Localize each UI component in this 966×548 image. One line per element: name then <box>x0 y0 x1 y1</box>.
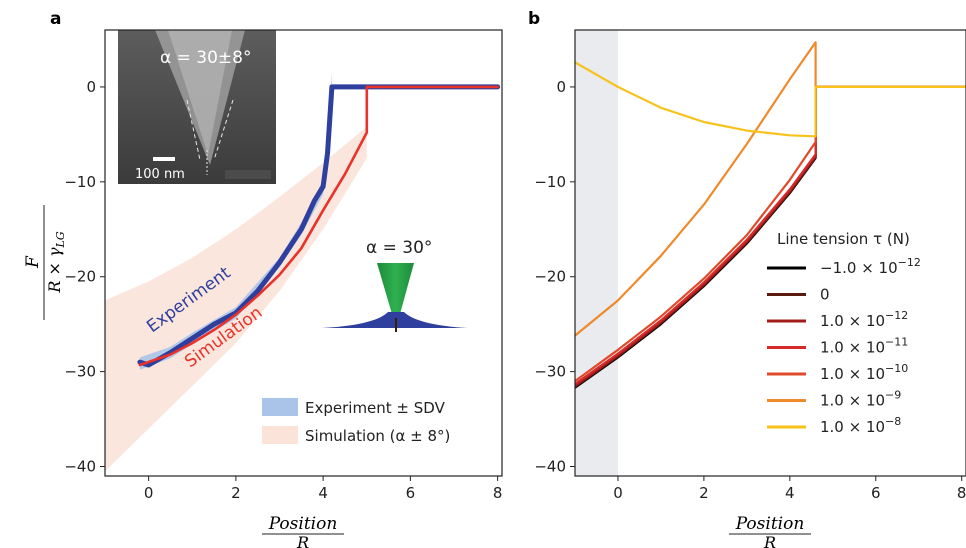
legend-label-simulation: Simulation (α ± 8°) <box>305 427 450 445</box>
tip-alpha-label: α = 30° <box>366 238 432 258</box>
legend-entry-label: −1.0 × 10−12 <box>820 256 921 277</box>
x-tick-label: 8 <box>493 484 503 502</box>
x-tick-label: 0 <box>144 484 154 502</box>
legend-title: Line tension τ (N) <box>777 230 910 248</box>
x-label-denominator: R <box>763 533 776 548</box>
sem-metadata-strip <box>225 170 271 179</box>
panel-a: a α = 30±8° 100 nm α = 30° Experiment Si… <box>23 9 503 548</box>
legend-swatch-experiment <box>262 398 298 416</box>
panel-b: b Line tension τ (N) −1.0 × 10−12 0 1.0 × … <box>528 9 966 548</box>
y-tick-label: 0 <box>556 78 566 96</box>
band-simulation- <box>105 126 367 472</box>
panel-b-x-label: Position R <box>729 514 811 548</box>
legend-entry-label: 0 <box>820 286 830 304</box>
y-tick-label: −40 <box>64 458 96 476</box>
series-line-1 <box>138 85 499 367</box>
series-line-5 <box>575 41 966 337</box>
legend-entry-label: 1.0 × 10−8 <box>820 415 901 436</box>
panel-a-y-label: F R × γLG <box>23 205 67 320</box>
sem-alpha-text: α = 30±8° <box>160 48 251 68</box>
tip-schematic: α = 30° <box>322 238 468 332</box>
sem-angle-line-right <box>213 99 234 161</box>
sem-scale-label: 100 nm <box>135 167 185 182</box>
y-tick-label: 0 <box>86 78 96 96</box>
legend-entry-label: 1.0 × 10−9 <box>820 389 901 410</box>
panel-a-x-label: Position R <box>262 514 344 548</box>
legend-entry-label: 1.0 × 10−12 <box>820 309 908 330</box>
sem-scale-bar <box>153 157 175 161</box>
sem-inset: α = 30±8° 100 nm <box>118 30 276 184</box>
x-tick-label: 2 <box>699 484 709 502</box>
panel-a-lines <box>137 84 501 368</box>
panel-b-shaded-region <box>575 30 618 476</box>
legend-entry-label: 1.0 × 10−11 <box>820 336 908 357</box>
y-label-denominator: R × γLG <box>45 231 67 293</box>
series-line-6 <box>575 61 966 138</box>
panel-b-letter: b <box>528 9 540 29</box>
sem-tip-shape <box>155 30 245 165</box>
y-tick-label: −40 <box>534 458 566 476</box>
panel-a-y-ticks: 0 −10 −20 −30 −40 <box>64 78 105 476</box>
sem-angle-line-left <box>186 99 201 161</box>
legend-label-experiment: Experiment ± SDV <box>305 399 446 417</box>
x-tick-label: 6 <box>871 484 881 502</box>
x-label-denominator: R <box>296 533 309 548</box>
y-tick-label: −10 <box>64 173 96 191</box>
panel-a-letter: a <box>50 9 61 29</box>
x-label-numerator: Position <box>268 514 338 534</box>
y-tick-label: −20 <box>534 268 566 286</box>
y-tick-label: −10 <box>534 173 566 191</box>
panel-b-lines <box>575 41 966 389</box>
panel-b-frame <box>574 29 966 477</box>
panel-b-y-ticks: 0 −10 −20 −30 −40 <box>534 78 575 476</box>
excluded-region <box>575 30 618 476</box>
panel-a-x-ticks: 0 2 4 6 8 <box>144 476 503 502</box>
x-tick-label: 2 <box>231 484 241 502</box>
x-tick-label: 4 <box>785 484 795 502</box>
tip-cone <box>377 263 414 314</box>
x-tick-label: 4 <box>318 484 328 502</box>
legend-swatch-simulation <box>262 426 298 444</box>
y-tick-label: −30 <box>534 363 566 381</box>
panel-b-x-ticks: 0 2 4 6 8 <box>613 476 966 502</box>
y-tick-label: −20 <box>64 268 96 286</box>
x-tick-label: 8 <box>957 484 966 502</box>
panel-a-frame <box>104 29 503 477</box>
x-label-numerator: Position <box>735 514 805 534</box>
x-tick-label: 0 <box>613 484 623 502</box>
y-label-numerator: F <box>23 255 43 269</box>
sem-tip-highlight <box>168 30 232 155</box>
y-tick-label: −30 <box>64 363 96 381</box>
panel-b-legend: Line tension τ (N) −1.0 × 10−12 0 1.0 × 10… <box>767 230 921 436</box>
panel-a-legend: Experiment ± SDV Simulation (α ± 8°) <box>262 398 450 445</box>
legend-entry-label: 1.0 × 10−10 <box>820 362 908 383</box>
x-tick-label: 6 <box>406 484 416 502</box>
